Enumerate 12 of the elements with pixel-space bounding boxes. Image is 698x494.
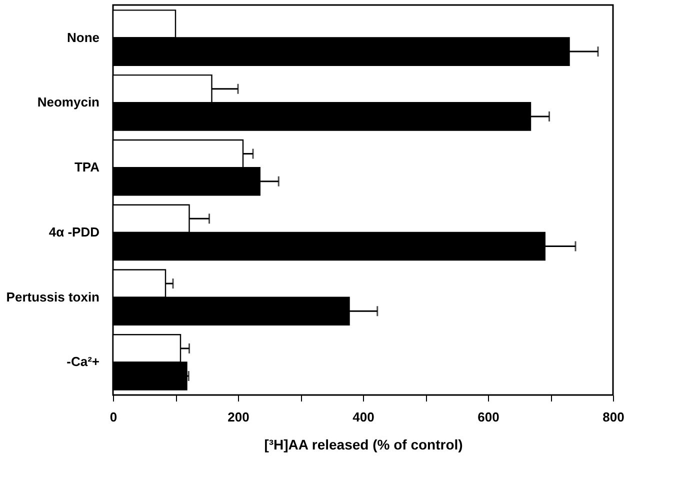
y-tick-label: -Ca²+ [66,354,100,370]
x-tick-label: 400 [352,410,374,424]
y-tick-label: 4α -PDD [48,224,100,240]
y-tick-label: None [67,30,100,45]
x-tick-label: 200 [228,410,250,424]
y-tick-label: Pertussis toxin [6,289,100,304]
x-tick-label: 600 [478,410,500,424]
y-tick-label: TPA [74,160,100,175]
x-tick-label: 800 [602,410,624,424]
x-axis-title: [³H]AA released (% of control) [264,436,463,452]
y-tick-label: Neomycin [37,94,100,110]
x-tick-label: 0 [110,410,118,424]
